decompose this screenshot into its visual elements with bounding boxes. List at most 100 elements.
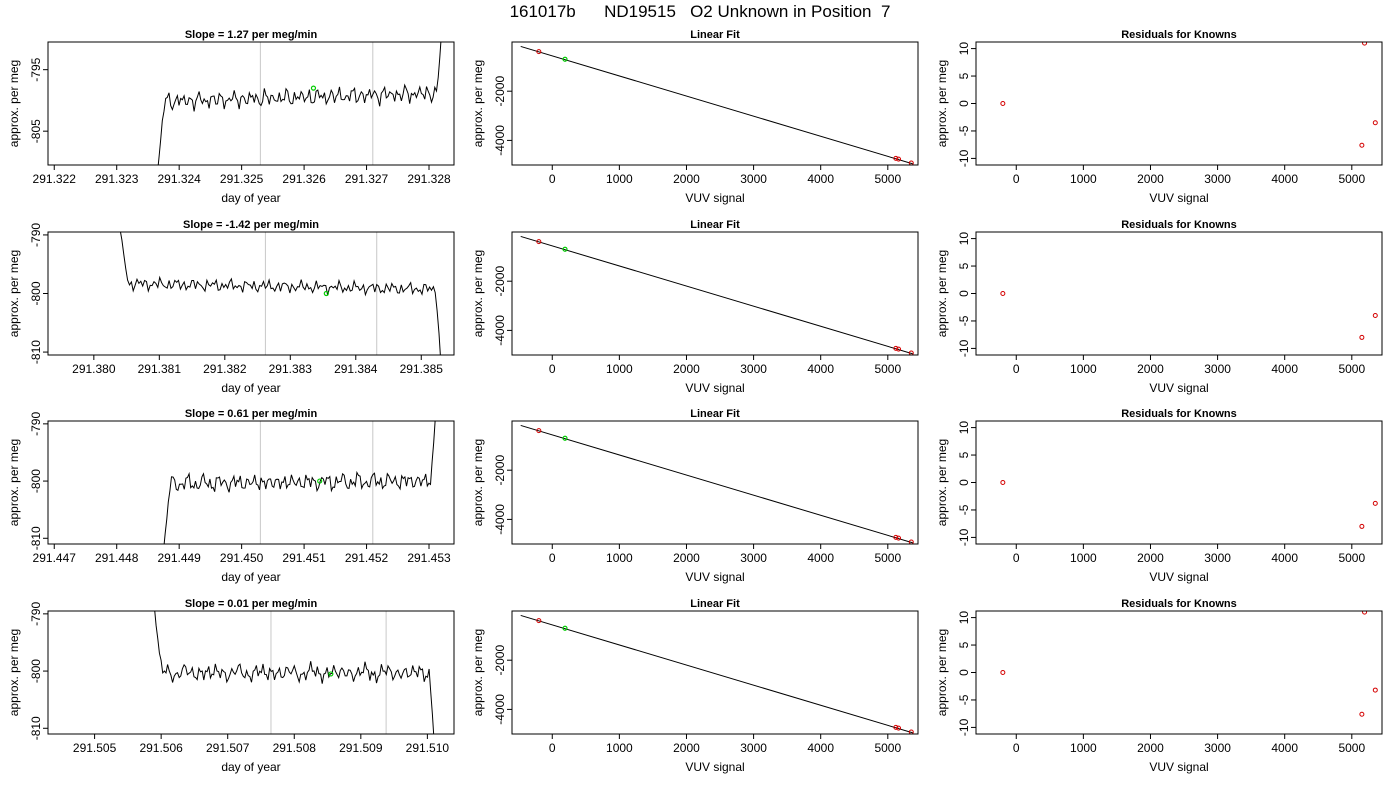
plot-area bbox=[1000, 42, 1378, 148]
plot-area bbox=[520, 424, 914, 544]
y-tick-label: -10 bbox=[957, 339, 971, 357]
x-tick-label: 291.450 bbox=[220, 551, 264, 565]
known-point bbox=[1000, 291, 1006, 296]
unknown-point bbox=[562, 625, 568, 631]
known-point bbox=[536, 428, 542, 434]
x-tick-label: 5000 bbox=[874, 551, 901, 565]
y-tick-label: 10 bbox=[957, 232, 971, 246]
known-point bbox=[893, 345, 899, 351]
x-axis-label: VUV signal bbox=[685, 570, 744, 584]
plot-frame bbox=[975, 420, 1383, 545]
fit-line bbox=[520, 614, 914, 734]
y-tick-label: -2000 bbox=[493, 645, 507, 676]
x-tick-label: 2000 bbox=[673, 551, 700, 565]
y-tick-label: -10 bbox=[957, 149, 971, 167]
chart-panel-9: Residuals for Knowns 0 1000 2000 3000 4000 500… bbox=[935, 408, 1383, 584]
plot-area bbox=[520, 235, 914, 355]
known-point bbox=[536, 239, 542, 245]
x-tick-label: 291.508 bbox=[273, 741, 317, 755]
y-axis-label: approx. per meg bbox=[7, 250, 21, 337]
known-point bbox=[908, 160, 914, 165]
y-tick-label: -800 bbox=[29, 469, 43, 493]
x-tick-label: 291.328 bbox=[407, 172, 451, 186]
x-tick-label: 291.506 bbox=[139, 741, 183, 755]
y-tick-label: 0 bbox=[957, 479, 971, 486]
x-tick-label: 4000 bbox=[807, 172, 834, 186]
known-point bbox=[908, 539, 914, 544]
plot-area bbox=[1000, 611, 1378, 717]
y-axis-label: approx. per meg bbox=[935, 60, 949, 147]
x-tick-label: 1000 bbox=[606, 741, 633, 755]
known-point bbox=[1362, 611, 1368, 615]
x-tick-label: 3000 bbox=[1204, 362, 1231, 376]
panel-title: Residuals for Knowns bbox=[1121, 408, 1237, 420]
plot-frame bbox=[511, 420, 919, 545]
panel-title: Slope = -1.42 per meg/min bbox=[183, 219, 319, 231]
x-tick-label: 291.325 bbox=[220, 172, 264, 186]
x-tick-label: 3000 bbox=[740, 172, 767, 186]
x-tick-label: 3000 bbox=[1204, 172, 1231, 186]
unknown-marker bbox=[310, 85, 317, 91]
x-tick-label: 5000 bbox=[874, 362, 901, 376]
x-tick-label: 1000 bbox=[1070, 362, 1097, 376]
x-axis-label: VUV signal bbox=[685, 760, 744, 774]
known-point bbox=[893, 724, 899, 730]
chart-panel-1: Slope = 1.27 per meg/min 291.322 291.323 29… bbox=[7, 29, 455, 205]
known-point bbox=[893, 155, 899, 161]
x-tick-label: 2000 bbox=[673, 172, 700, 186]
known-point bbox=[908, 729, 914, 734]
known-point bbox=[1372, 500, 1378, 506]
x-tick-label: 291.322 bbox=[33, 172, 77, 186]
y-tick-label: 10 bbox=[957, 42, 971, 56]
chart-panel-5: Linear Fit 0 1000 2000 3000 4000 5000 -2000 -400… bbox=[471, 219, 919, 395]
x-axis-label: day of year bbox=[221, 570, 280, 584]
x-tick-label: 291.381 bbox=[138, 362, 182, 376]
unknown-point bbox=[562, 246, 568, 252]
y-tick-label: 0 bbox=[957, 100, 971, 107]
x-axis-label: day of year bbox=[221, 760, 280, 774]
x-tick-label: 291.385 bbox=[400, 362, 444, 376]
panel-title: Linear Fit bbox=[690, 598, 740, 610]
known-point bbox=[1359, 142, 1365, 148]
signal-trace bbox=[154, 611, 435, 734]
known-point bbox=[896, 156, 902, 162]
x-axis-label: day of year bbox=[221, 191, 280, 205]
plot-area bbox=[520, 614, 914, 734]
chart-panel-4: Slope = -1.42 per meg/min 291.380 291.381 2… bbox=[7, 219, 455, 395]
y-axis-label: approx. per meg bbox=[7, 439, 21, 526]
x-tick-label: 2000 bbox=[673, 362, 700, 376]
signal-trace bbox=[119, 232, 441, 355]
known-point bbox=[536, 618, 542, 624]
chart-panel-11: Linear Fit 0 1000 2000 3000 4000 5000 -2000 -400… bbox=[471, 598, 919, 774]
y-tick-label: -2000 bbox=[493, 266, 507, 297]
y-axis-label: approx. per meg bbox=[935, 629, 949, 716]
panel-title: Slope = 0.61 per meg/min bbox=[185, 408, 318, 420]
x-tick-label: 291.327 bbox=[345, 172, 389, 186]
x-tick-label: 0 bbox=[1013, 362, 1020, 376]
x-tick-label: 1000 bbox=[606, 172, 633, 186]
x-tick-label: 0 bbox=[549, 172, 556, 186]
known-point bbox=[1362, 42, 1368, 46]
x-axis-label: day of year bbox=[221, 381, 280, 395]
panel-title: Slope = 1.27 per meg/min bbox=[185, 29, 318, 41]
y-tick-label: 10 bbox=[957, 421, 971, 435]
plot-frame bbox=[975, 41, 1383, 166]
x-tick-label: 4000 bbox=[1271, 172, 1298, 186]
y-tick-label: -10 bbox=[957, 718, 971, 736]
plot-area bbox=[1000, 480, 1378, 529]
known-point bbox=[1000, 101, 1006, 106]
plot-frame bbox=[511, 610, 919, 735]
chart-panel-2: Linear Fit 0 1000 2000 3000 4000 5000 -2000 -400… bbox=[471, 29, 919, 205]
y-tick-label: -5 bbox=[957, 125, 971, 136]
fit-line bbox=[520, 424, 914, 544]
plot-frame bbox=[47, 231, 455, 356]
x-tick-label: 291.382 bbox=[203, 362, 247, 376]
signal-trace bbox=[157, 42, 442, 165]
chart-panel-3: Residuals for Knowns 0 1000 2000 3000 4000 500… bbox=[935, 29, 1383, 205]
x-axis-label: VUV signal bbox=[1149, 570, 1208, 584]
y-tick-label: -4000 bbox=[493, 504, 507, 535]
x-tick-label: 291.380 bbox=[72, 362, 116, 376]
x-tick-label: 4000 bbox=[807, 741, 834, 755]
x-tick-label: 1000 bbox=[1070, 741, 1097, 755]
y-tick-label: 5 bbox=[957, 641, 971, 648]
